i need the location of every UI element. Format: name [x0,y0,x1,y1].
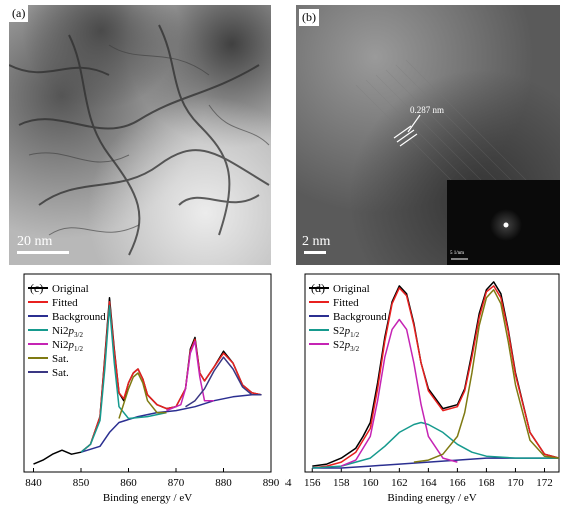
x-tick-label: 880 [215,477,232,489]
legend-entry: Original [52,283,89,295]
plot-frame [304,273,560,473]
x-tick-label: 840 [25,477,42,489]
series-line-fitted [312,285,560,469]
x-axis-label: Binding energy / eV [103,492,192,504]
lattice-marker [393,114,421,147]
legend-entry: Original [333,283,370,295]
hrtem-image-b-graphic [296,5,560,265]
x-tick-label: 168 [478,477,495,489]
lattice-spacing-label: 0.287 nm [410,105,445,115]
inset-scale-label: 5 1/nm [450,251,465,256]
hrtem-image-b: (b) 0.287 nm 5 1/nm 2 nm [296,5,560,265]
series-line-sat- [185,356,262,408]
panel-label-a: (a) [9,5,29,22]
legend-entry: Background [52,311,106,323]
panel-label-b: (b) [299,9,319,26]
x-axis-label: Binding energy / eV [387,492,476,504]
x-tick-label: 850 [73,477,90,489]
legend-entry: S2p3/2 [333,339,360,353]
series-line-original [312,281,560,467]
series-line-ni2p3-2 [80,304,167,453]
x-tick-label: 154 [285,477,292,489]
series-line-s2p1-2 [312,421,559,469]
x-tick-label: 158 [333,477,350,489]
legend-entry: Sat. [52,367,69,379]
x-tick-label: 164 [420,477,437,489]
scale-label-b: 2 nm [302,234,331,249]
x-tick-label: 870 [168,477,185,489]
scale-bar-a [17,251,69,254]
scale-label-a: 20 nm [17,234,53,249]
x-tick-label: 170 [507,477,524,489]
series-line-sat- [118,372,167,419]
legend-entry: Ni2p1/2 [52,339,83,353]
tem-image-a-graphic [9,5,271,265]
series-line-ni2p1-2 [166,340,214,412]
x-tick-label: 156 [304,477,321,489]
legend-entry: Fitted [333,297,359,309]
series-line-sat- [413,289,560,463]
series-line-s2p3-2 [341,318,458,467]
x-tick-label: 860 [120,477,137,489]
legend-entry: Background [333,311,387,323]
legend-entry: Fitted [52,297,78,309]
x-tick-label: 162 [391,477,408,489]
scale-bar-b [304,251,326,254]
legend-entry: Ni2p3/2 [52,325,83,339]
xps-chart-s2p: (d)154156158160162164166168170172Binding… [285,273,560,504]
x-tick-label: 172 [536,477,553,489]
legend-entry: S2p1/2 [333,325,360,339]
x-tick-label: 166 [449,477,466,489]
x-tick-label: 160 [362,477,379,489]
series-line-background [80,394,262,453]
tem-image-a: (a) 20 nm [9,5,271,265]
legend-entry: Sat. [52,353,69,365]
plot-frame [23,273,272,473]
x-tick-label: 890 [263,477,280,489]
